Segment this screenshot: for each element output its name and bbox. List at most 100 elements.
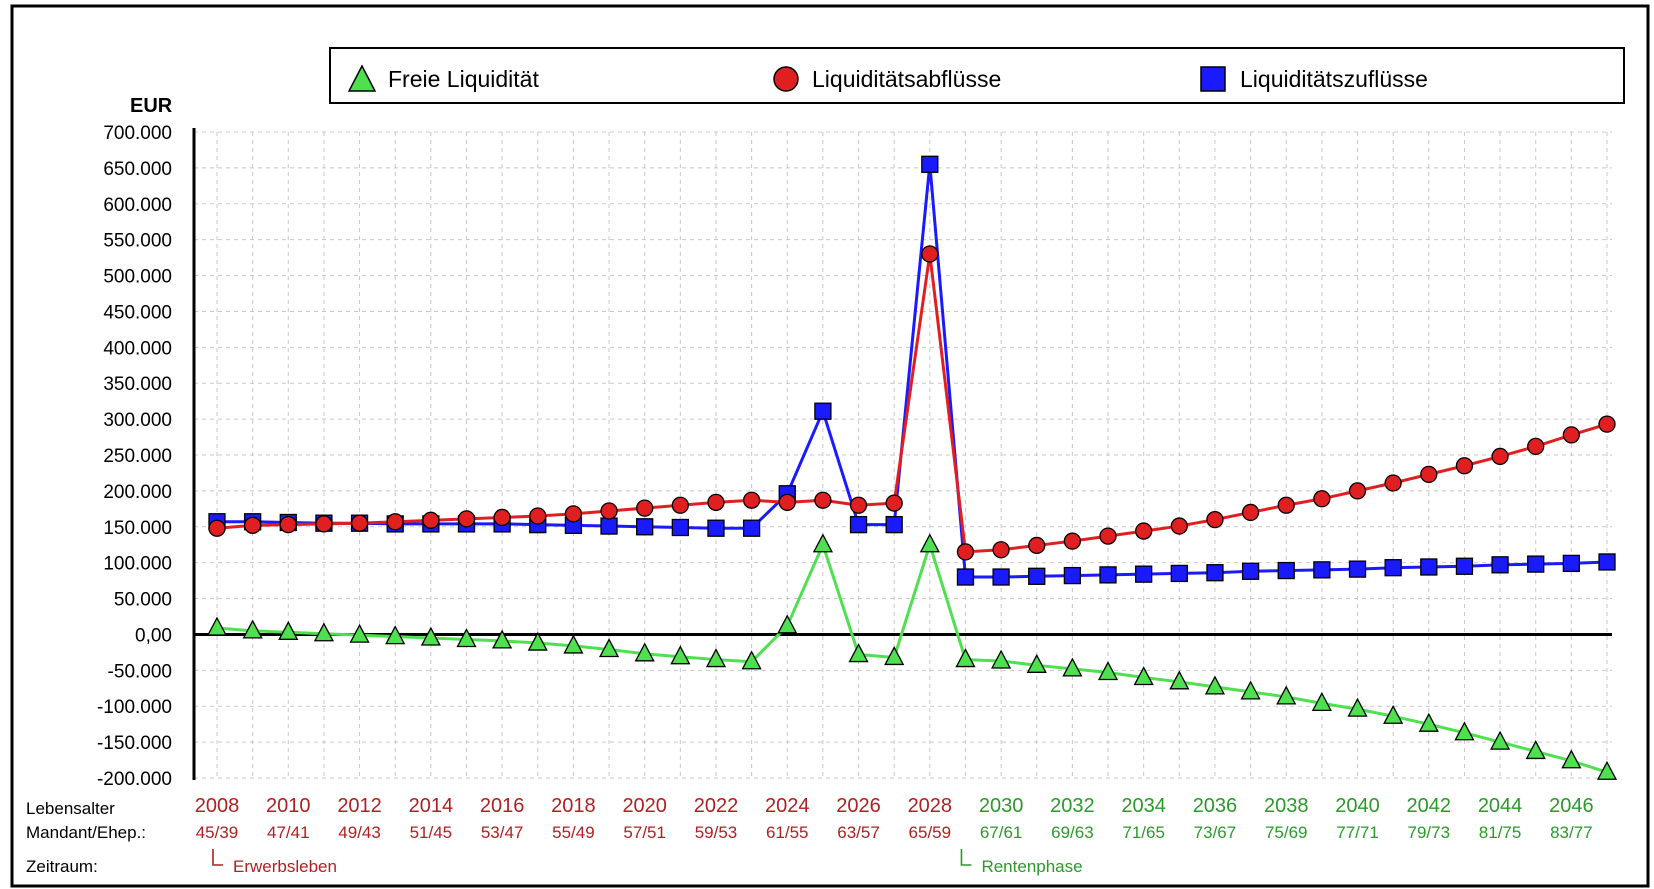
legend-label: Freie Liquidität [388, 66, 539, 92]
data-point-triangle [634, 642, 655, 662]
data-point-circle [1099, 527, 1117, 545]
data-point-circle [208, 519, 226, 537]
data-point-triangle [1026, 653, 1047, 673]
data-point-circle [671, 496, 689, 514]
legend-item-liquiditaetsabfluesse: Liquiditätsabflüsse [773, 66, 1001, 92]
data-point-square [1135, 565, 1153, 583]
data-point-triangle [705, 648, 727, 668]
data-point-triangle [242, 619, 263, 639]
age-label: 55/49 [552, 823, 595, 842]
data-point-circle [1135, 522, 1153, 540]
data-point-triangle [1062, 657, 1083, 677]
data-point-triangle [1418, 712, 1439, 732]
age-label: 65/59 [909, 823, 952, 842]
data-point-square [992, 568, 1010, 586]
data-point-triangle [1489, 730, 1511, 750]
phase-label: Rentenphase [981, 857, 1082, 876]
data-point-triangle [919, 533, 940, 553]
data-point-triangle [349, 623, 370, 643]
legend-item-freie-liquiditaet: Freie Liquidität [347, 64, 539, 92]
data-point-circle [1313, 490, 1331, 508]
data-point-triangle [1311, 691, 1332, 712]
x-tick-label: 2046 [1549, 795, 1594, 817]
data-point-circle [1420, 465, 1438, 484]
x-tick-label: 2040 [1335, 795, 1380, 817]
data-point-triangle [1561, 749, 1582, 769]
data-point-circle [1170, 517, 1188, 535]
data-point-triangle [563, 634, 584, 654]
x-tick-label: 2024 [765, 795, 810, 817]
data-point-circle [315, 515, 333, 533]
age-label: 69/63 [1051, 823, 1094, 842]
legend-item-liquiditaetszufluesse: Liquiditätszuflüsse [1200, 66, 1428, 92]
data-point-circle [921, 245, 939, 263]
y-tick-label: 350.000 [103, 374, 172, 395]
phase-label: Erwerbsleben [233, 857, 337, 876]
y-axis-unit-label: EUR [130, 95, 173, 117]
data-point-circle [885, 494, 903, 512]
data-point-circle [636, 499, 654, 517]
data-point-square [742, 519, 761, 537]
data-point-circle [529, 507, 547, 525]
data-point-triangle [278, 620, 299, 640]
data-point-triangle [527, 631, 548, 651]
legend-box [329, 47, 1625, 104]
data-point-square [885, 515, 903, 534]
data-point-square [1527, 555, 1545, 573]
age-label: 45/39 [196, 823, 239, 842]
y-tick-label: 50.000 [114, 590, 172, 611]
chart-frame [10, 4, 1650, 888]
data-point-triangle [313, 622, 335, 642]
data-point-circle [564, 505, 583, 523]
phase-bracket-icon [960, 849, 972, 866]
age-label: 73/67 [1194, 823, 1237, 842]
x-tick-label: 2032 [1050, 795, 1095, 817]
row-label-mandant: Mandant/Ehep.: [26, 823, 146, 842]
grid [194, 131, 1612, 779]
data-point-triangle [1133, 666, 1154, 686]
x-tick-label: 2028 [908, 795, 953, 817]
y-tick-label: 700.000 [103, 123, 172, 144]
x-tick-label: 2020 [622, 795, 667, 817]
data-point-triangle [385, 625, 406, 645]
y-tick-label: 500.000 [103, 267, 172, 288]
data-point-square [814, 402, 832, 420]
data-point-circle [1527, 437, 1545, 456]
data-point-circle [742, 491, 761, 509]
age-label: 67/61 [980, 823, 1023, 842]
x-tick-label: 2044 [1478, 795, 1523, 817]
data-point-triangle [420, 626, 441, 646]
triangle-icon [347, 64, 377, 92]
data-point-circle [778, 493, 796, 512]
age-label: 49/43 [338, 823, 381, 842]
data-point-circle [422, 511, 440, 529]
x-tick-label: 2036 [1193, 795, 1238, 817]
x-tick-label: 2012 [337, 795, 382, 817]
data-point-circle [707, 493, 725, 512]
y-tick-label: -150.000 [97, 733, 172, 754]
data-point-square [1348, 560, 1367, 578]
data-point-circle [279, 515, 297, 534]
data-point-circle [814, 491, 832, 509]
x-tick-label: 2038 [1264, 795, 1309, 817]
data-point-circle [1206, 510, 1224, 529]
circle-icon [773, 66, 799, 92]
square-icon [1200, 66, 1226, 92]
data-point-square [671, 518, 689, 537]
data-point-triangle [1454, 721, 1475, 741]
y-tick-label: 650.000 [103, 159, 172, 180]
data-point-circle [1277, 496, 1295, 514]
x-tick-label: 2026 [836, 795, 881, 817]
data-point-triangle [206, 616, 228, 636]
data-point-square [1099, 566, 1117, 584]
y-tick-label: -200.000 [97, 769, 172, 790]
y-tick-label: 550.000 [103, 231, 172, 252]
data-point-triangle [1383, 704, 1404, 724]
data-point-triangle [1525, 740, 1546, 760]
series-line-square [217, 162, 1608, 579]
data-point-square [1063, 566, 1082, 585]
data-point-square [636, 518, 654, 536]
row-label-period: Zeitraum: [26, 857, 98, 876]
age-label: 71/65 [1122, 823, 1165, 842]
